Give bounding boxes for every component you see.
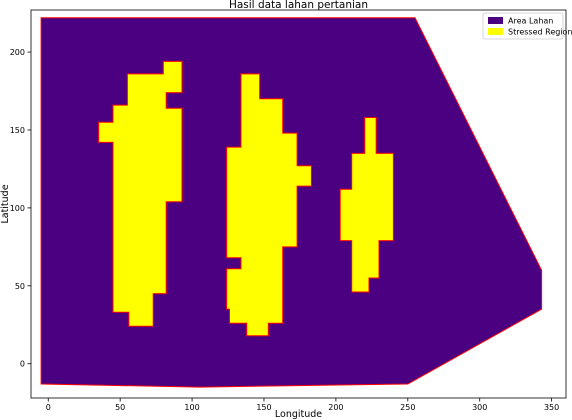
legend-label: Stressed Region	[508, 28, 572, 37]
y-tick-label: 150	[10, 126, 25, 135]
x-tick-label: 200	[328, 403, 343, 412]
x-tick-label: 300	[472, 403, 487, 412]
legend-swatch	[488, 28, 503, 35]
axes-frame	[30, 9, 567, 399]
legend-swatch	[488, 17, 503, 24]
y-tick-label: 0	[20, 360, 25, 369]
stressed-region-polygon-3	[339, 117, 394, 293]
stressed-region-polygon-1	[98, 60, 183, 327]
y-axis: 0 50 100 150 200	[10, 48, 31, 369]
x-tick-label: 250	[400, 403, 415, 412]
y-tick-label: 100	[10, 204, 25, 213]
x-tick-label: 150	[256, 403, 271, 412]
x-axis: 0 50 100 150 200 250 300 350	[46, 398, 559, 412]
x-tick-label: 350	[544, 403, 559, 412]
y-tick-label: 200	[10, 48, 25, 57]
x-tick-label: 50	[115, 403, 125, 412]
legend: Area Lahan Stressed Region	[482, 12, 572, 40]
legend-label: Area Lahan	[508, 17, 553, 26]
stressed-region-polygon-2	[226, 73, 312, 337]
y-axis-label: Latitude	[0, 184, 11, 223]
chart-title: Hasil data lahan pertanian	[229, 0, 368, 11]
x-axis-label: Longitude	[275, 409, 322, 420]
plot-area	[40, 17, 543, 388]
x-tick-label: 0	[46, 403, 51, 412]
y-tick-label: 50	[15, 282, 25, 291]
x-tick-label: 100	[184, 403, 199, 412]
